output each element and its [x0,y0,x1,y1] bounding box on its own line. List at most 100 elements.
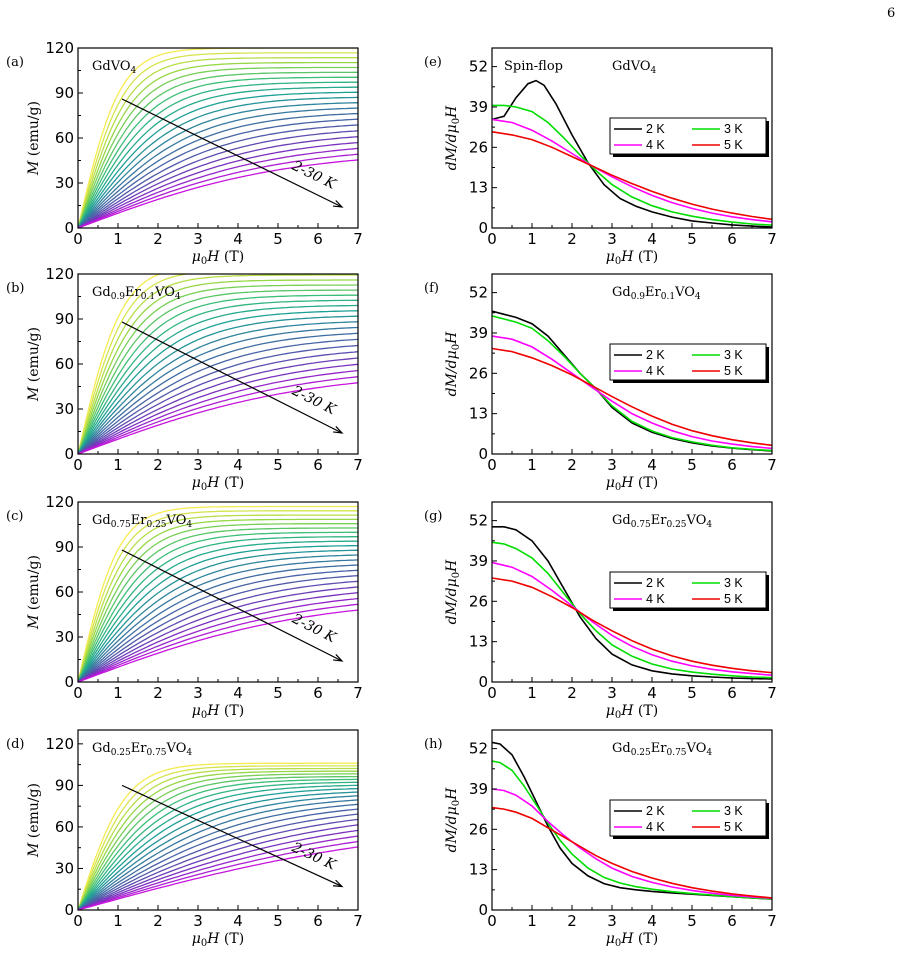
x-tick-label: 1 [527,230,537,248]
magnetization-curve [78,141,358,228]
x-tick-label: 2 [153,684,163,702]
panel-letter: (h) [424,737,443,752]
y-tick-label: 120 [45,735,74,753]
legend-entry: 3 K [724,804,743,818]
legend-entry: 5 K [724,138,743,152]
magnetization-curve [78,536,358,682]
x-tick-label: 6 [313,230,323,248]
legend-entry: 5 K [724,820,743,834]
y-tick-label: 13 [469,861,488,879]
y-tick-label: 0 [64,219,74,237]
y-tick-label: 13 [469,633,488,651]
panel-letter: (e) [424,55,442,70]
y-tick-label: 52 [469,512,488,530]
x-tick-label: 1 [113,456,123,474]
x-axis-label: μ0H (T) [606,249,658,267]
x-tick-label: 0 [73,456,83,474]
legend-box [609,799,767,837]
panel-title: Gd0.25Er0.75VO4 [612,741,712,758]
x-tick-label: 7 [767,684,777,702]
magnetization-curve [78,304,358,454]
y-tick-label: 60 [55,129,74,147]
arrow-head [332,879,344,888]
series-line-3k [492,315,772,452]
x-tick-label: 2 [153,912,163,930]
y-axis-label: dM/dμ0H [444,559,462,624]
magnetization-curve [78,531,358,682]
panel-title: Gd0.9Er0.1VO4 [92,285,181,302]
magnetization-curve [78,846,358,910]
y-tick-label: 39 [469,780,488,798]
series-line-2k [492,79,772,228]
magnetization-curve [78,71,358,228]
x-tick-label: 0 [487,684,497,702]
y-tick-label: 52 [469,284,488,302]
y-tick-label: 60 [55,355,74,373]
y-tick-label: 60 [55,818,74,836]
magnetization-curve [78,66,358,228]
x-tick-label: 5 [687,912,697,930]
temperature-arrow [121,98,343,208]
magnetization-curve [78,778,358,910]
x-tick-label: 0 [487,912,497,930]
x-tick-label: 3 [193,230,203,248]
magnetization-curve [78,57,358,228]
magnetization-curve [78,112,358,228]
magnetization-curve [78,284,358,454]
y-tick-label: 120 [45,39,74,57]
x-tick-label: 3 [607,230,617,248]
magnetization-curve [78,767,358,910]
magnetization-curve [78,510,358,682]
magnetization-curve [78,564,358,682]
y-tick-label: 30 [55,628,74,646]
plot-area [78,505,358,682]
x-tick-label: 2 [567,230,577,248]
series-line-3k [492,541,772,679]
x-tick-label: 2 [567,684,577,702]
magnetization-curve [78,107,358,228]
page-number: 6 [887,6,896,21]
x-tick-label: 5 [273,684,283,702]
magnetization-curve [78,775,358,910]
magnetization-curve [78,840,358,910]
y-tick-label: 0 [478,445,488,463]
magnetization-curve [78,91,358,228]
series-line-4k [492,118,772,223]
panel-title: Gd0.75Er0.25VO4 [92,513,192,530]
x-tick-label: 7 [353,684,363,702]
magnetization-curve [78,559,358,682]
plot-area [492,525,772,680]
y-tick-label: 13 [469,405,488,423]
x-axis-label: μ0H (T) [606,931,658,949]
y-tick-label: 39 [469,552,488,570]
magnetization-curve [78,765,358,910]
x-tick-label: 4 [647,684,657,702]
x-axis-label: μ0H (T) [192,475,244,493]
magnetization-curve [78,376,358,454]
panel-title: Gd0.25Er0.75VO4 [92,741,192,758]
legend-entry: 3 K [724,122,743,136]
temperature-arrow [121,321,343,434]
series-line-4k [492,788,772,899]
arrow-head [332,426,344,434]
magnetization-curve [78,544,358,682]
temperature-arrow [121,549,343,662]
panel-title: Gd0.9Er0.1VO4 [612,285,701,302]
y-tick-label: 90 [55,84,74,102]
y-tick-label: 120 [45,265,74,283]
magnetization-curve [78,357,358,454]
x-tick-label: 0 [73,230,83,248]
series-line-5k [492,806,772,899]
magnetization-curve [78,575,358,682]
magnetization-curve [78,351,358,454]
magnetization-curve [78,791,358,910]
x-tick-label: 5 [273,230,283,248]
magnetization-curve [78,274,162,454]
magnetization-curve [78,310,358,454]
x-tick-label: 2 [567,456,577,474]
x-tick-label: 4 [647,912,657,930]
panel-e: 0 1 2 3 4 5 6 7 0 13 26 39 52 μ0H (T) dM/dμ0H (e) GdVO4 S… [424,47,777,267]
magnetization-curve [78,505,358,682]
magnetization-curve [78,274,358,454]
